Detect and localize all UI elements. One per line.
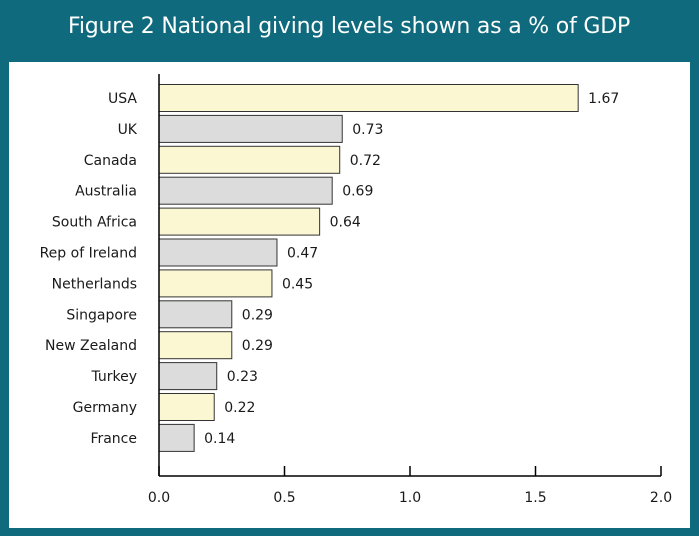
value-label: 0.69 [342,184,373,200]
bar [158,300,233,329]
category-label: Australia [75,184,137,200]
bar [158,84,579,112]
category-label: Canada [84,153,137,169]
bar [158,269,273,298]
x-tick-label: 0.0 [148,490,170,506]
bar [158,362,218,391]
bar [158,114,343,143]
bar [158,176,333,205]
category-label: UK [118,122,138,138]
value-label: 0.14 [204,431,235,447]
bar-chart: USA 1.67 UK 0.73 Canada 0.72 Australia 0.69 Sout… [40,74,672,506]
category-label: Singapore [66,307,137,323]
value-label: 0.23 [227,369,258,385]
figure-header: Figure 2 National giving levels shown as… [0,0,699,62]
bar [158,331,233,360]
category-label: Netherlands [52,276,137,292]
value-label: 0.72 [350,153,381,169]
value-label: 0.73 [352,122,383,138]
category-label: France [90,431,137,447]
bar [158,207,321,236]
category-label: Rep of Ireland [40,246,137,262]
plot-area: USA 1.67 UK 0.73 Canada 0.72 Australia 0.69 Sout… [9,62,690,528]
category-label: Germany [73,400,137,416]
x-tick-label: 2.0 [650,490,672,506]
value-label: 0.22 [224,400,255,416]
bar [158,238,278,267]
bar [158,423,195,452]
category-label: Turkey [90,369,137,385]
value-label: 0.47 [287,246,318,262]
chart-title: Figure 2 National giving levels shown as… [68,14,631,39]
category-label: USA [108,91,137,107]
value-label: 0.29 [242,307,273,323]
value-label: 0.64 [330,215,361,231]
category-label: New Zealand [45,338,137,354]
x-tick-label: 1.0 [399,490,421,506]
x-tick-label: 0.5 [273,490,295,506]
value-label: 0.29 [242,338,273,354]
bar [158,393,215,421]
value-label: 1.67 [588,91,619,107]
category-label: South Africa [52,215,137,231]
x-tick-label: 1.5 [524,490,546,506]
bar [158,145,341,174]
value-label: 0.45 [282,276,313,292]
